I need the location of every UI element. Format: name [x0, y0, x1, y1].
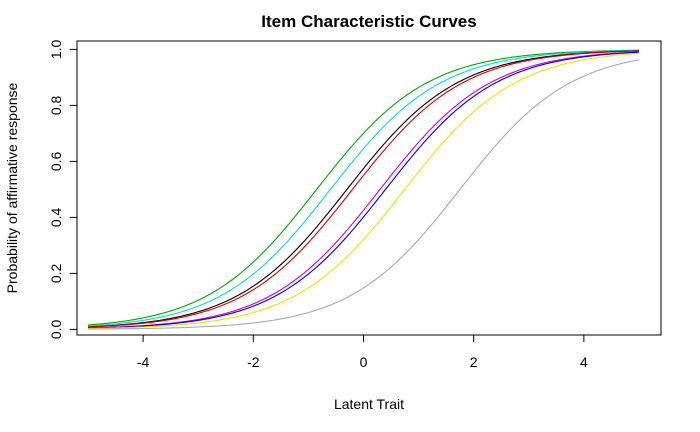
x-tick-label: 2	[470, 354, 478, 370]
icc-curve-6	[88, 51, 639, 329]
x-axis: -4 -2 0 2 4	[137, 335, 588, 370]
icc-curve-5	[88, 51, 639, 329]
y-tick-label: 0.0	[48, 319, 64, 339]
y-tick-label: 0.2	[48, 263, 64, 283]
y-tick-label: 0.4	[48, 207, 64, 227]
y-axis: 0.0 0.2 0.4 0.6 0.8 1.0	[48, 39, 77, 339]
x-tick-label: -2	[247, 354, 260, 370]
icc-curve-2	[87, 49, 639, 327]
icc-curve-1	[87, 49, 639, 326]
y-tick-label: 1.0	[48, 39, 64, 59]
x-tick-label: 4	[580, 354, 588, 370]
y-tick-label: 0.6	[48, 151, 64, 171]
curves-group	[87, 49, 640, 330]
y-axis-label: Probability of affirmative response	[4, 82, 20, 293]
chart-title: Item Characteristic Curves	[261, 12, 476, 31]
icc-curve-7	[88, 52, 639, 330]
x-tick-label: -4	[137, 354, 150, 370]
y-tick-label: 0.8	[48, 95, 64, 115]
plot-frame	[76, 40, 662, 336]
icc-curve-3	[87, 50, 639, 328]
x-tick-label: 0	[360, 354, 368, 370]
icc-curve-8	[88, 59, 640, 330]
x-axis-label: Latent Trait	[334, 396, 404, 412]
icc-curve-4	[87, 50, 639, 328]
